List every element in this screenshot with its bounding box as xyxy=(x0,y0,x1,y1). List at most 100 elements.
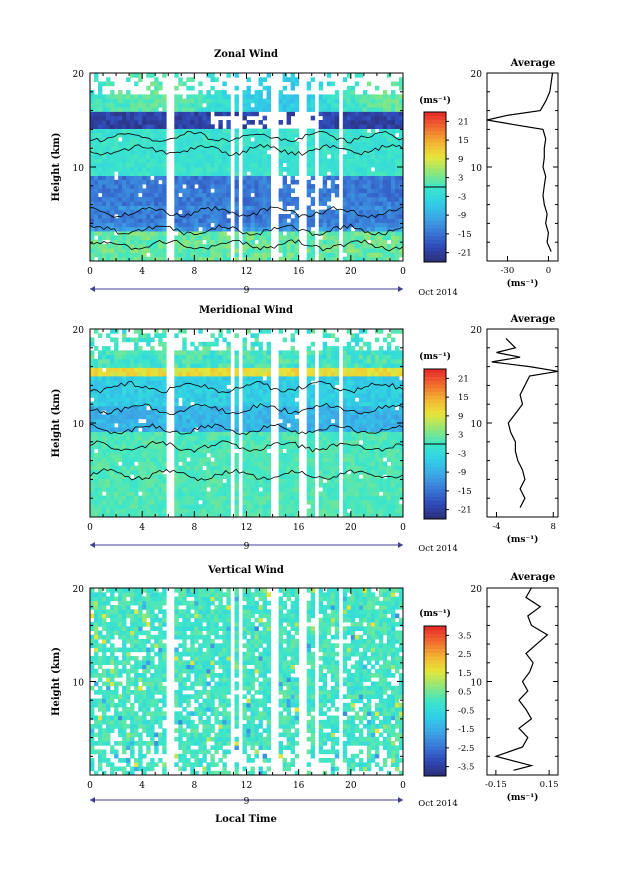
data-cell xyxy=(290,393,295,398)
data-cell xyxy=(342,504,348,509)
data-cell xyxy=(134,111,139,117)
data-cell xyxy=(290,384,295,390)
data-cell xyxy=(346,256,352,262)
data-cell xyxy=(138,401,143,407)
data-cell xyxy=(218,487,223,492)
data-cell xyxy=(162,418,167,424)
data-cell xyxy=(294,495,300,501)
data-cell xyxy=(306,491,312,497)
data-cell xyxy=(250,487,255,492)
data-cell xyxy=(258,154,263,159)
data-cell xyxy=(266,209,271,215)
data-cell xyxy=(294,171,300,176)
data-cell xyxy=(90,252,95,258)
data-cell xyxy=(130,397,135,403)
data-cell xyxy=(282,508,287,514)
data-cell xyxy=(266,90,271,95)
data-cell xyxy=(150,179,155,185)
data-cell xyxy=(102,149,107,155)
data-cell xyxy=(318,137,324,142)
data-cell xyxy=(194,167,199,172)
data-cell xyxy=(358,115,364,121)
data-cell xyxy=(342,350,348,356)
data-cell xyxy=(106,201,111,206)
data-cell xyxy=(370,205,376,211)
data-cell xyxy=(282,94,287,100)
data-cell xyxy=(210,512,215,518)
data-cell xyxy=(162,107,167,112)
data-cell xyxy=(391,226,396,232)
data-cell xyxy=(130,431,135,437)
data-cell xyxy=(378,256,384,262)
data-cell xyxy=(150,470,155,475)
data-cell xyxy=(202,141,207,147)
data-cell xyxy=(350,188,356,194)
data-cell xyxy=(395,154,400,159)
data-cell xyxy=(134,231,139,236)
data-cell xyxy=(246,231,251,236)
data-cell xyxy=(354,243,360,249)
data-cell xyxy=(258,491,263,497)
data-cell xyxy=(330,508,336,514)
data-cell xyxy=(206,380,211,385)
data-cell xyxy=(218,248,223,253)
data-cell xyxy=(202,94,207,100)
data-cell xyxy=(142,452,147,458)
data-cell xyxy=(98,107,103,112)
data-cell xyxy=(158,252,163,258)
data-cell xyxy=(258,235,263,241)
data-cell xyxy=(210,73,215,78)
data-cell xyxy=(346,196,352,202)
data-cell xyxy=(130,73,135,78)
data-cell xyxy=(218,209,223,215)
data-cell xyxy=(234,214,239,219)
data-cell xyxy=(366,188,372,194)
data-cell xyxy=(210,218,215,223)
data-cell xyxy=(134,141,139,147)
data-cell xyxy=(146,499,151,505)
data-cell xyxy=(242,410,247,415)
data-cell xyxy=(330,175,336,181)
data-cell xyxy=(130,188,135,194)
data-cell xyxy=(246,371,251,377)
data-cell xyxy=(354,192,360,198)
data-cell xyxy=(326,491,332,497)
data-cell xyxy=(334,222,340,228)
data-cell xyxy=(130,358,135,364)
data-cell xyxy=(102,508,107,514)
data-cell xyxy=(178,440,183,445)
data-cell xyxy=(130,201,135,206)
data-cell xyxy=(198,167,203,172)
data-cell xyxy=(138,376,143,381)
data-cell xyxy=(294,405,300,411)
data-cell xyxy=(106,346,111,351)
data-cell xyxy=(130,107,135,112)
data-cell xyxy=(306,363,312,368)
data-cell xyxy=(310,499,316,505)
data-cell xyxy=(194,440,199,445)
data-cell xyxy=(294,248,300,253)
data-cell xyxy=(114,388,119,394)
data-cell xyxy=(242,418,247,424)
data-cell xyxy=(214,491,219,497)
data-cell xyxy=(154,128,159,134)
data-cell xyxy=(354,128,360,134)
data-cell xyxy=(142,188,147,194)
data-cell xyxy=(94,239,99,245)
data-cell xyxy=(346,167,352,172)
data-cell xyxy=(242,145,247,151)
data-cell xyxy=(310,487,316,492)
data-cell xyxy=(90,358,95,364)
data-cell xyxy=(322,179,328,185)
data-cell xyxy=(330,367,336,373)
data-cell xyxy=(266,482,271,488)
data-cell xyxy=(138,141,143,147)
data-cell xyxy=(174,115,179,121)
data-cell xyxy=(294,465,300,471)
data-cell xyxy=(174,85,179,91)
data-cell xyxy=(154,179,159,185)
data-cell xyxy=(218,418,223,424)
data-cell xyxy=(210,162,215,168)
data-cell xyxy=(162,243,167,249)
data-cell xyxy=(282,397,287,403)
